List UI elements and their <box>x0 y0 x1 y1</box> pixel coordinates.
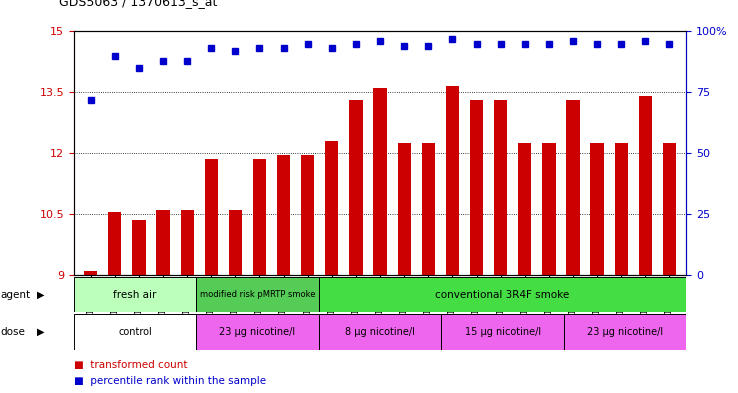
Bar <box>518 143 531 275</box>
Bar <box>421 143 435 275</box>
Text: dose: dose <box>0 327 25 337</box>
Text: ▶: ▶ <box>37 327 44 337</box>
Bar <box>156 210 170 275</box>
Bar <box>542 143 556 275</box>
Bar <box>349 101 362 275</box>
Text: control: control <box>118 327 152 337</box>
Text: conventional 3R4F smoke: conventional 3R4F smoke <box>435 290 570 300</box>
Text: 23 μg nicotine/l: 23 μg nicotine/l <box>587 327 663 337</box>
Bar <box>566 101 579 275</box>
Bar <box>564 314 686 350</box>
Bar <box>638 96 652 275</box>
Bar <box>319 314 441 350</box>
Text: ▶: ▶ <box>37 290 44 300</box>
Text: 23 μg nicotine/l: 23 μg nicotine/l <box>219 327 296 337</box>
Bar <box>325 141 339 275</box>
Bar <box>204 159 218 275</box>
Text: fresh air: fresh air <box>114 290 156 300</box>
Bar <box>74 277 196 312</box>
Text: 8 μg nicotine/l: 8 μg nicotine/l <box>345 327 415 337</box>
Bar <box>470 101 483 275</box>
Text: ■  percentile rank within the sample: ■ percentile rank within the sample <box>74 376 266 386</box>
Text: modified risk pMRTP smoke: modified risk pMRTP smoke <box>200 290 315 299</box>
Bar <box>590 143 604 275</box>
Bar <box>74 314 196 350</box>
Bar <box>253 159 266 275</box>
Bar <box>277 155 290 275</box>
Bar <box>494 101 507 275</box>
Bar <box>229 210 242 275</box>
Bar <box>663 143 676 275</box>
Bar <box>319 277 686 312</box>
Bar <box>196 314 319 350</box>
Bar <box>181 210 194 275</box>
Bar <box>373 88 387 275</box>
Text: ■  transformed count: ■ transformed count <box>74 360 187 371</box>
Bar <box>84 271 97 275</box>
Bar <box>132 220 145 275</box>
Bar <box>196 277 319 312</box>
Text: agent: agent <box>0 290 30 300</box>
Bar <box>615 143 628 275</box>
Bar <box>398 143 411 275</box>
Bar <box>108 212 122 275</box>
Bar <box>446 86 459 275</box>
Bar <box>301 155 314 275</box>
Text: GDS5063 / 1370613_s_at: GDS5063 / 1370613_s_at <box>59 0 218 8</box>
Bar <box>441 314 564 350</box>
Text: 15 μg nicotine/l: 15 μg nicotine/l <box>464 327 541 337</box>
